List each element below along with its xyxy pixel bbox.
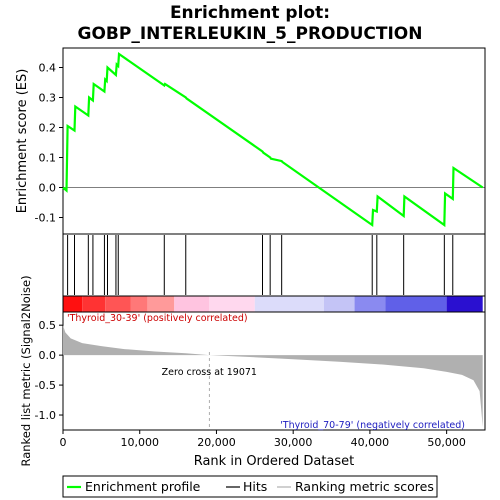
heat-band <box>446 296 483 312</box>
es-y-axis-label: Enrichment score (ES) <box>15 69 30 214</box>
metric-y-tick-label: 0.5 <box>39 319 57 332</box>
es-y-tick-label: 0.2 <box>39 122 57 135</box>
es-y-ticks: -0.1 0.0 0.1 0.2 0.3 0.4 <box>35 62 63 225</box>
metric-panel-frame <box>62 311 486 431</box>
metric-y-ticks: -1.0 -0.5 0.0 0.5 <box>35 319 63 422</box>
heat-band <box>323 296 355 312</box>
heat-band <box>63 296 83 312</box>
x-tick-label: 40,000 <box>351 436 390 449</box>
x-tick-label: 30,000 <box>274 436 313 449</box>
heat-band <box>385 296 447 312</box>
es-y-tick-label: 0.0 <box>39 182 57 195</box>
es-y-tick-label: 0.4 <box>39 62 57 75</box>
heat-band <box>105 296 131 312</box>
heat-band <box>254 296 324 312</box>
heat-band <box>82 296 106 312</box>
chart-title-line1: Enrichment plot: <box>170 3 330 23</box>
heatmap-bar <box>62 295 486 313</box>
metric-y-axis-label: Ranked list metric (Signal2Noise) <box>19 275 33 466</box>
heat-bands <box>63 296 483 312</box>
legend-metric-label: Ranking metric scores <box>295 479 434 494</box>
positive-label: 'Thyroid_30-39' (positively correlated) <box>67 313 248 324</box>
x-tick-label: 10,000 <box>120 436 159 449</box>
es-y-tick-label: 0.1 <box>39 152 57 165</box>
es-y-tick-label: -0.1 <box>35 212 56 225</box>
hits-panel <box>62 233 486 297</box>
x-axis-label: Rank in Ordered Dataset <box>194 454 355 469</box>
chart-title-line2: GOBP_INTERLEUKIN_5_PRODUCTION <box>78 24 423 44</box>
hit-lines <box>67 235 454 295</box>
metric-y-tick-label: -1.0 <box>35 409 56 422</box>
legend: Enrichment profile Hits Ranking metric s… <box>62 475 438 498</box>
hits-panel-frame <box>62 233 486 297</box>
metric-y-tick-label: 0.0 <box>39 349 57 362</box>
x-tick-label: 50,000 <box>427 436 466 449</box>
heat-band <box>209 296 255 312</box>
legend-box <box>62 475 438 498</box>
heat-band <box>174 296 210 312</box>
zero-cross-label: Zero cross at 19071 <box>162 367 257 378</box>
metric-y-tick-label: -0.5 <box>35 379 56 392</box>
x-tick-label: 0 <box>60 436 67 449</box>
legend-hits-label: Hits <box>243 479 267 494</box>
negative-label: 'Thyroid_70-79' (negatively correlated) <box>280 420 465 431</box>
x-tick-label: 20,000 <box>197 436 236 449</box>
heat-band <box>130 296 148 312</box>
heat-band <box>147 296 175 312</box>
heat-band <box>354 296 386 312</box>
x-axis: 0 10,000 20,000 30,000 40,000 50,000 <box>60 430 466 449</box>
es-panel-frame <box>62 47 486 235</box>
es-profile-line <box>62 51 484 228</box>
es-panel: -0.1 0.0 0.1 0.2 0.3 0.4 Enrichment score (ES… <box>15 47 486 235</box>
metric-panel: -1.0 -0.5 0.0 0.5 Zero cross at 19071 'Thyr… <box>19 275 486 467</box>
es-y-tick-label: 0.3 <box>39 92 57 105</box>
legend-es-label: Enrichment profile <box>85 479 201 494</box>
